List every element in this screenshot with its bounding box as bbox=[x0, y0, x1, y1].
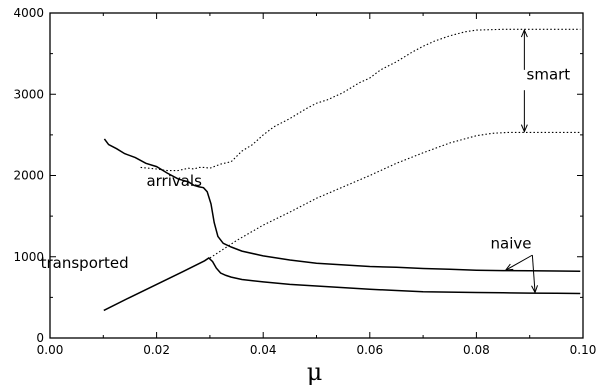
naive-arrow-lower-head bbox=[531, 285, 538, 294]
series-line-1 bbox=[103, 138, 581, 272]
y-tick-label: 0 bbox=[36, 331, 44, 345]
x-axis-label: μ bbox=[307, 358, 323, 386]
x-tick-label: 0.06 bbox=[356, 343, 383, 357]
plot-area: 0.00 0.02 0.04 0.06 0.08 0.10 0 1000 2000 3000 400… bbox=[13, 6, 596, 357]
x-tick-label: 0.02 bbox=[143, 343, 170, 357]
naive-arrow-lower bbox=[531, 255, 536, 293]
x-tick-label: 0.00 bbox=[37, 343, 64, 357]
x-tick-label: 0.04 bbox=[250, 343, 277, 357]
annotation-label: arrivals bbox=[146, 172, 202, 190]
x-tick-label: 0.08 bbox=[463, 343, 490, 357]
y-tick-label: 3000 bbox=[13, 87, 44, 101]
series-line-3 bbox=[140, 28, 581, 172]
y-tick-label: 2000 bbox=[13, 169, 44, 183]
x-tick-label: 0.10 bbox=[570, 343, 597, 357]
annotation-label: transported bbox=[41, 254, 129, 272]
series-line-2 bbox=[103, 257, 581, 312]
naive-arrow-upper-head bbox=[504, 263, 514, 271]
y-tick-label: 1000 bbox=[13, 250, 44, 264]
smart-arrow-down-head bbox=[520, 124, 528, 133]
y-tick-label: 4000 bbox=[13, 6, 44, 20]
annotation-label: naive bbox=[491, 235, 532, 253]
naive-arrow-upper bbox=[505, 254, 533, 271]
annotation-label: smart bbox=[527, 66, 571, 84]
plot-frame bbox=[49, 12, 584, 339]
series-line-4 bbox=[209, 131, 581, 259]
smart-arrow-up-head bbox=[520, 28, 528, 38]
